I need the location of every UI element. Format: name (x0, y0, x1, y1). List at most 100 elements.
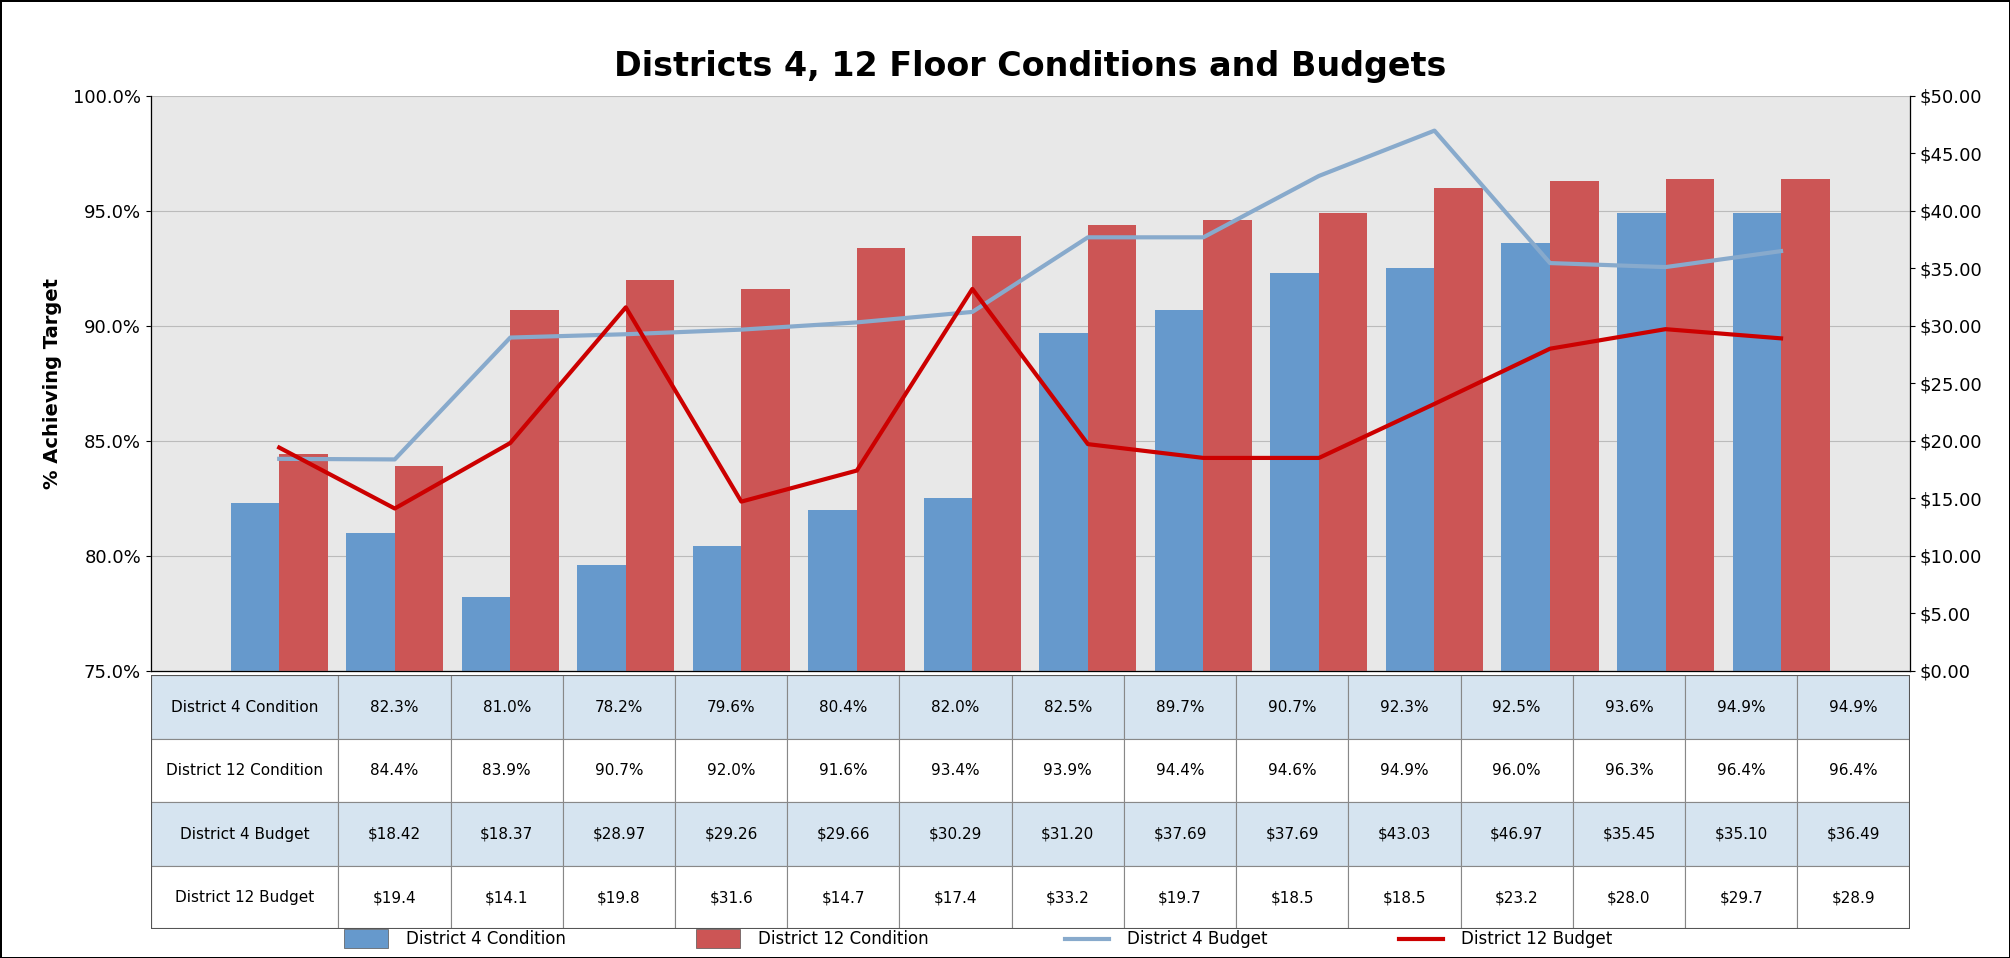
Bar (1387, 268, 1435, 958)
Text: $28.9: $28.9 (1831, 890, 1875, 905)
Bar (151, 739, 338, 803)
Text: 96.4%: 96.4% (1717, 764, 1765, 778)
Bar (1666, 178, 1715, 958)
Bar (1616, 213, 1666, 958)
Bar (1011, 739, 1124, 803)
Bar (1797, 675, 1910, 739)
Bar (1781, 178, 1829, 958)
Text: District 4 Condition: District 4 Condition (406, 930, 565, 947)
Bar (1572, 803, 1684, 866)
Bar (1461, 739, 1574, 803)
Bar (675, 866, 788, 929)
District 4 Budget (1538, 258, 1562, 269)
Line: District 4 Budget: District 4 Budget (279, 130, 1781, 460)
District 12 Budget (1538, 343, 1562, 354)
Bar (693, 546, 742, 958)
Bar (973, 236, 1021, 958)
Bar (856, 247, 904, 958)
Bar (450, 866, 563, 929)
Text: 82.5%: 82.5% (1043, 699, 1091, 715)
Bar (788, 675, 900, 739)
Text: $19.4: $19.4 (372, 890, 416, 905)
Bar (563, 803, 675, 866)
Text: 94.9%: 94.9% (1717, 699, 1765, 715)
Bar (788, 866, 900, 929)
District 4 Budget (961, 307, 985, 318)
Text: District 4 Budget: District 4 Budget (179, 827, 310, 841)
District 12 Budget (498, 437, 523, 448)
Bar (1797, 739, 1910, 803)
District 12 Budget (1769, 332, 1793, 344)
Bar (1733, 213, 1781, 958)
Text: 81.0%: 81.0% (482, 699, 531, 715)
Bar (338, 675, 450, 739)
Bar (450, 803, 563, 866)
Bar (1349, 866, 1461, 929)
Text: $37.69: $37.69 (1154, 827, 1206, 841)
Bar (695, 929, 740, 948)
Text: $29.26: $29.26 (704, 827, 758, 841)
Bar (1011, 803, 1124, 866)
Bar (563, 739, 675, 803)
Text: $30.29: $30.29 (929, 827, 983, 841)
Bar (1797, 803, 1910, 866)
Text: $31.20: $31.20 (1041, 827, 1093, 841)
Text: $14.7: $14.7 (822, 890, 864, 905)
Y-axis label: % Achieving Target: % Achieving Target (42, 278, 62, 489)
Text: $18.37: $18.37 (480, 827, 533, 841)
District 12 Budget (844, 465, 868, 476)
Text: District 12 Budget: District 12 Budget (175, 890, 314, 905)
Text: 92.0%: 92.0% (708, 764, 756, 778)
Bar (808, 510, 856, 958)
Text: District 4 Condition: District 4 Condition (171, 699, 318, 715)
Text: $19.8: $19.8 (597, 890, 641, 905)
Bar (675, 739, 788, 803)
Bar (1011, 866, 1124, 929)
Title: Districts 4, 12 Floor Conditions and Budgets: Districts 4, 12 Floor Conditions and Bud… (613, 51, 1447, 83)
Bar (450, 739, 563, 803)
Bar (1684, 866, 1797, 929)
District 4 Budget (1654, 262, 1678, 273)
Bar (625, 280, 673, 958)
Bar (1156, 309, 1204, 958)
Text: 94.9%: 94.9% (1381, 764, 1429, 778)
District 4 Budget (1769, 245, 1793, 257)
Text: 78.2%: 78.2% (595, 699, 643, 715)
Text: $23.2: $23.2 (1495, 890, 1538, 905)
Bar (279, 454, 328, 958)
Bar (511, 309, 559, 958)
Bar (1572, 675, 1684, 739)
Text: 93.9%: 93.9% (1043, 764, 1091, 778)
Bar (788, 739, 900, 803)
Text: 90.7%: 90.7% (595, 764, 643, 778)
Bar (1124, 803, 1236, 866)
Text: 96.4%: 96.4% (1829, 764, 1877, 778)
Text: 89.7%: 89.7% (1156, 699, 1204, 715)
Bar (1572, 866, 1684, 929)
Bar (1550, 181, 1598, 958)
District 4 Budget (844, 317, 868, 329)
Text: $18.5: $18.5 (1383, 890, 1427, 905)
Bar (563, 675, 675, 739)
District 4 Budget (1306, 171, 1331, 182)
Bar (1087, 224, 1136, 958)
Text: $46.97: $46.97 (1489, 827, 1544, 841)
Text: District 12 Condition: District 12 Condition (167, 764, 324, 778)
Bar (1684, 739, 1797, 803)
Text: 94.4%: 94.4% (1156, 764, 1204, 778)
Bar (1572, 739, 1684, 803)
Text: 91.6%: 91.6% (818, 764, 868, 778)
Bar (338, 803, 450, 866)
District 4 Budget (382, 454, 406, 466)
Bar (344, 929, 388, 948)
Text: $18.42: $18.42 (368, 827, 420, 841)
Text: 94.9%: 94.9% (1829, 699, 1877, 715)
Bar (900, 803, 1011, 866)
Text: $36.49: $36.49 (1827, 827, 1879, 841)
Text: District 4 Budget: District 4 Budget (1128, 930, 1268, 947)
Bar (1236, 675, 1349, 739)
Text: 83.9%: 83.9% (482, 764, 531, 778)
Bar (900, 739, 1011, 803)
Bar (151, 803, 338, 866)
Bar (450, 675, 563, 739)
